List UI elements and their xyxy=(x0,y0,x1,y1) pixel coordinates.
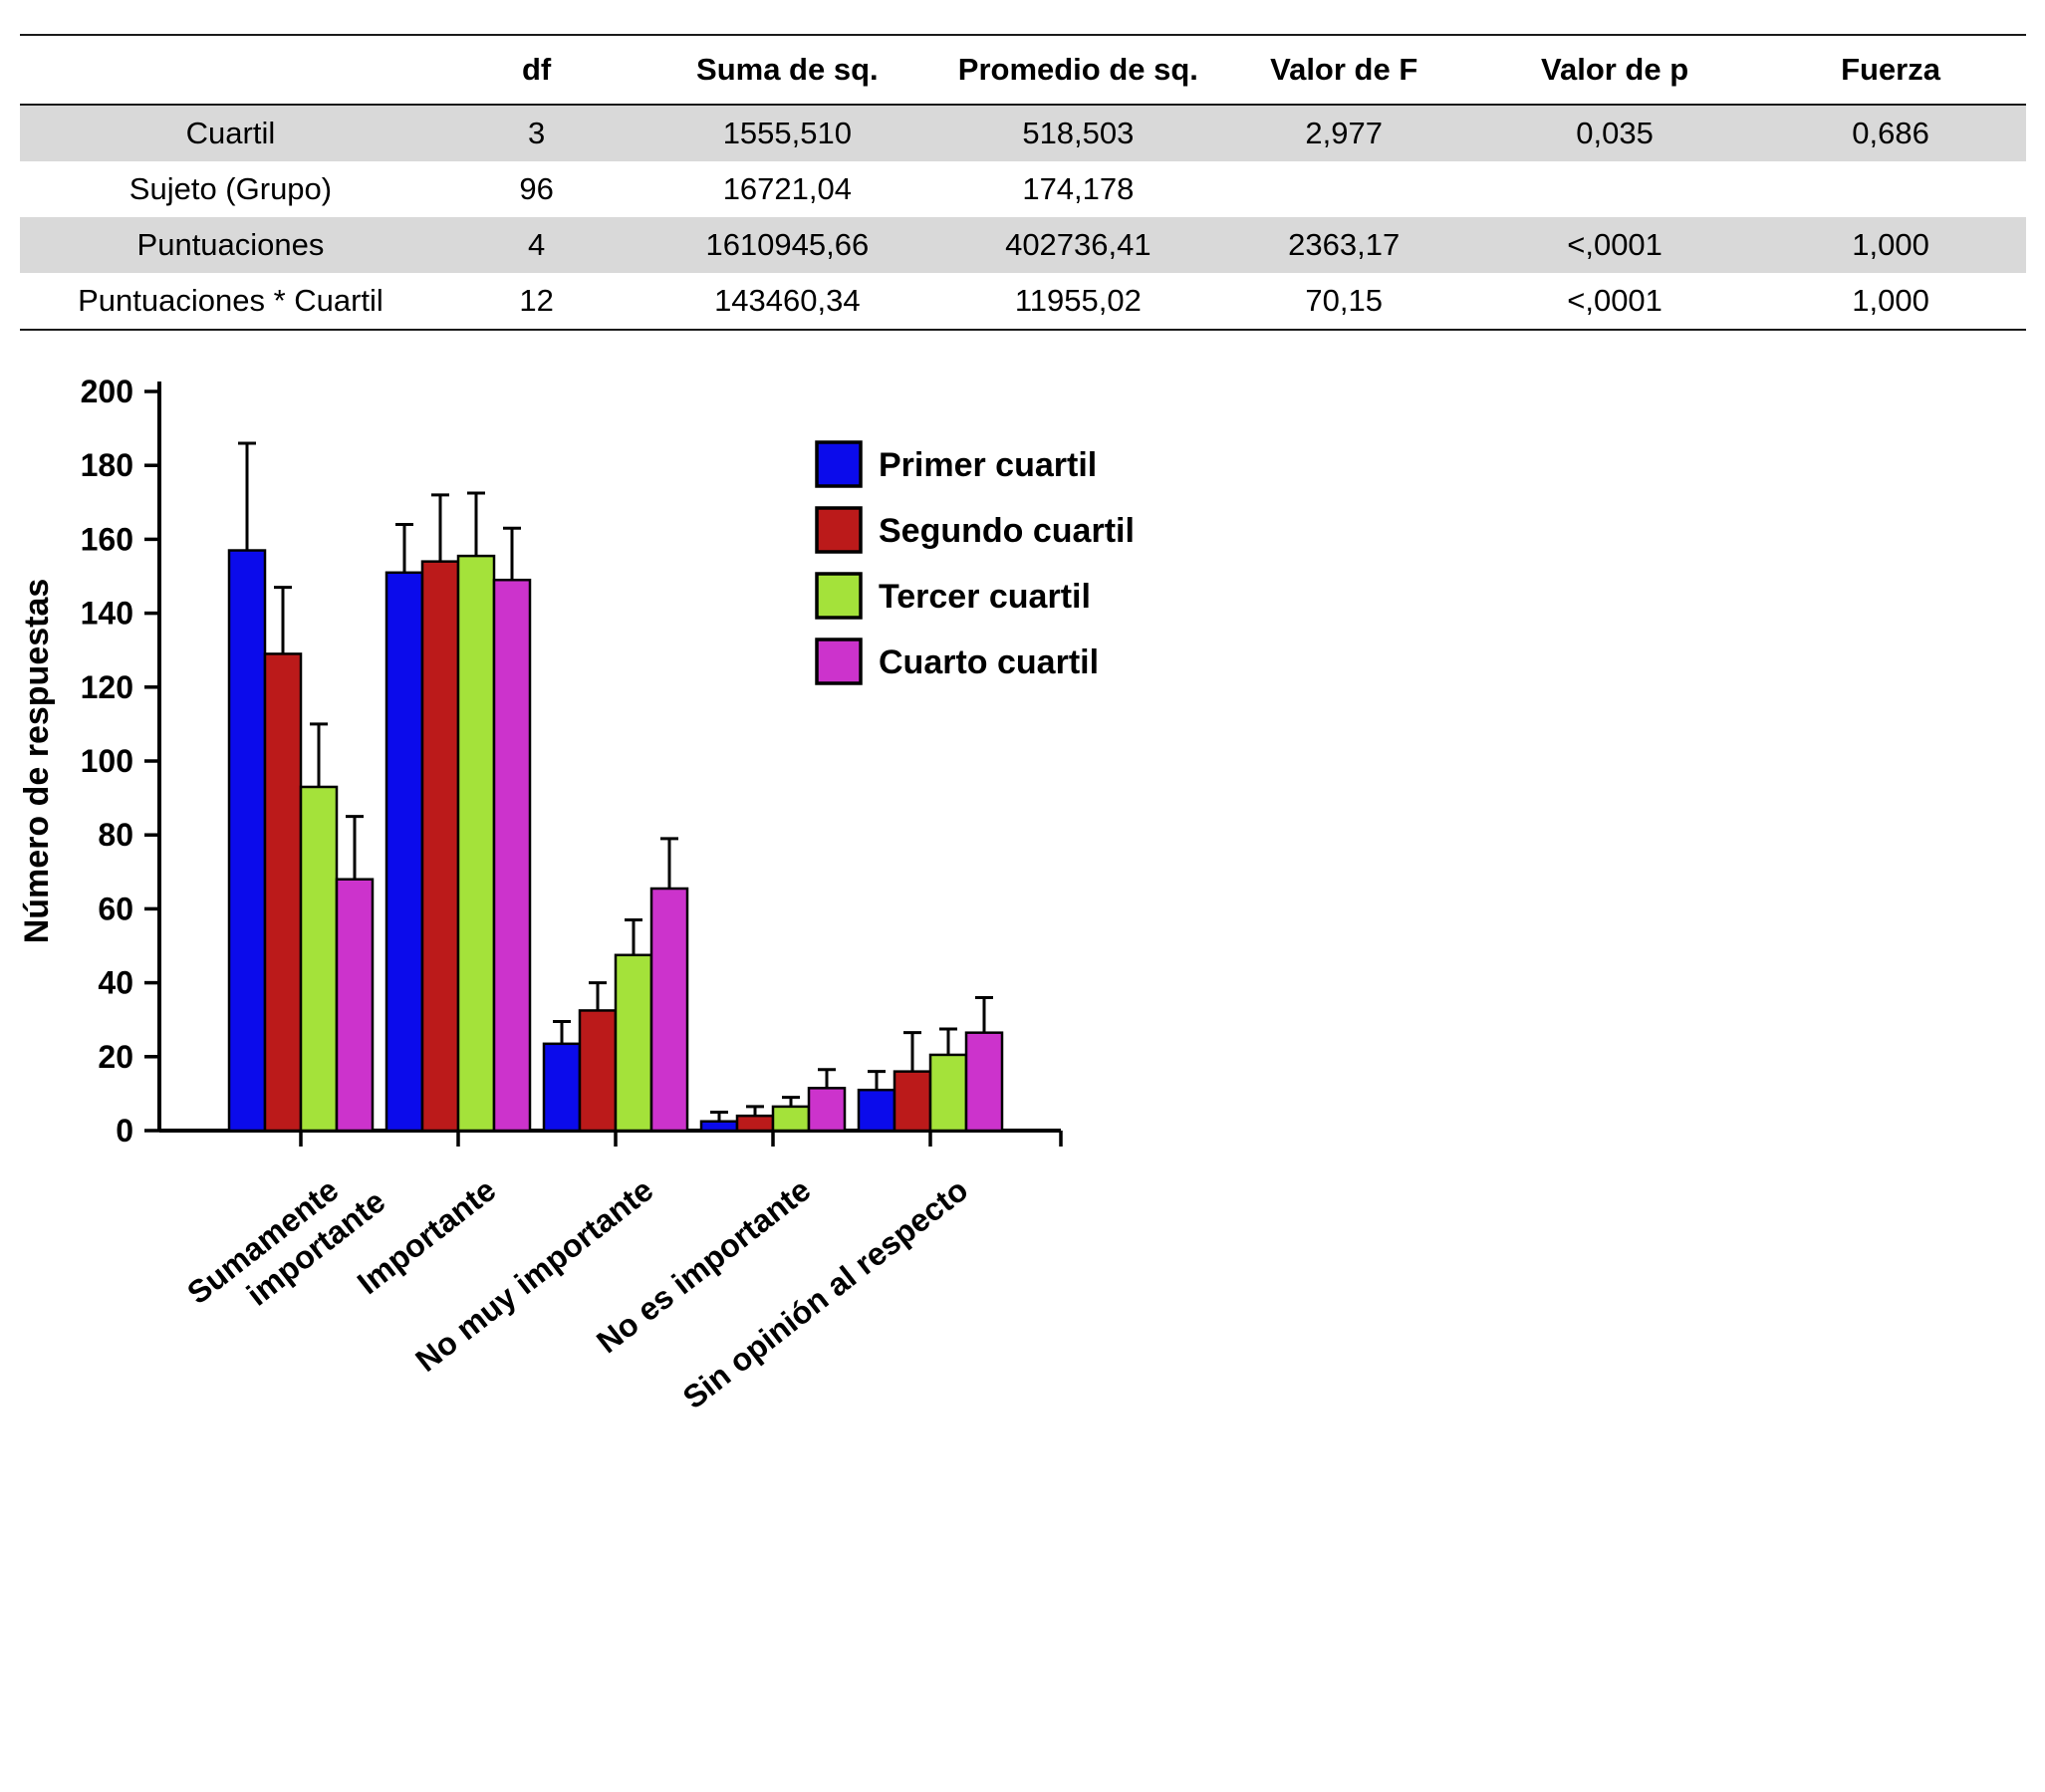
table-cell: 3 xyxy=(527,116,546,150)
table-cell: 4 xyxy=(527,227,546,262)
column-header: Promedio de sq. xyxy=(957,52,1198,87)
y-tick-label: 0 xyxy=(116,1113,133,1149)
bar xyxy=(807,1087,847,1133)
x-category-label: Sumamenteimportante xyxy=(180,1153,391,1341)
bar xyxy=(735,1114,775,1133)
bar xyxy=(420,560,460,1133)
bar xyxy=(928,1053,968,1133)
anova-table: df Suma de sq. Promedio de sq. Valor de F Va… xyxy=(20,34,2026,331)
y-axis-label: Número de respuestas xyxy=(20,579,56,944)
y-tick-label: 140 xyxy=(81,596,133,632)
legend-label: Primer cuartil xyxy=(879,446,1097,484)
legend-label: Segundo cuartil xyxy=(879,512,1135,550)
table-row: Puntuaciones * Cuartil 12 143460,34 11955,0… xyxy=(20,273,2026,330)
table-cell: 1,000 xyxy=(1852,227,1929,262)
legend-swatch xyxy=(815,506,863,554)
y-tick-label: 160 xyxy=(81,521,133,557)
row-label: Sujeto (Grupo) xyxy=(128,171,333,206)
y-tick-label: 20 xyxy=(98,1039,133,1075)
legend-label: Cuarto cuartil xyxy=(879,643,1099,681)
bar xyxy=(857,1088,896,1133)
table-cell: 12 xyxy=(519,283,554,318)
legend-swatch xyxy=(815,638,863,685)
table-cell: 518,503 xyxy=(1022,116,1135,150)
y-tick-label: 60 xyxy=(98,891,133,926)
bar xyxy=(699,1120,739,1133)
legend-swatch xyxy=(815,572,863,620)
y-tick-label: 80 xyxy=(98,817,133,853)
table-cell: 16721,04 xyxy=(722,171,852,206)
table-cell: 402736,41 xyxy=(1005,227,1151,262)
table-cell xyxy=(1213,161,1474,217)
table-cell xyxy=(1474,161,1755,217)
y-tick-label: 100 xyxy=(81,743,133,779)
table-cell: <,0001 xyxy=(1567,283,1662,318)
table-cell: 11955,02 xyxy=(1014,283,1142,318)
column-header: Valor de F xyxy=(1270,52,1418,87)
table-cell: 96 xyxy=(519,171,554,206)
bar xyxy=(384,571,424,1133)
legend-swatch xyxy=(815,440,863,488)
table-cell: 70,15 xyxy=(1305,283,1383,318)
table-cell: 2363,17 xyxy=(1288,227,1401,262)
column-header xyxy=(20,35,441,105)
bar xyxy=(893,1070,932,1133)
table-cell xyxy=(1755,161,2026,217)
bar xyxy=(649,887,689,1133)
column-header: Fuerza xyxy=(1841,52,1940,87)
bar xyxy=(335,878,375,1133)
table-cell: 0,035 xyxy=(1576,116,1654,150)
bar xyxy=(542,1042,582,1133)
bar xyxy=(299,785,339,1133)
row-label: Cuartil xyxy=(185,116,276,150)
column-header: Valor de p xyxy=(1541,52,1689,87)
table-cell: 1610945,66 xyxy=(705,227,870,262)
bar xyxy=(263,652,303,1133)
bar xyxy=(578,1009,618,1133)
row-label: Puntuaciones * Cuartil xyxy=(78,283,383,318)
bar xyxy=(614,953,653,1133)
table-cell: 143460,34 xyxy=(714,283,861,318)
column-header: df xyxy=(521,52,552,87)
bar xyxy=(771,1105,811,1133)
anova-table-header-row: df Suma de sq. Promedio de sq. Valor de F Va… xyxy=(20,35,2026,105)
bar xyxy=(964,1031,1004,1133)
legend-label: Tercer cuartil xyxy=(879,578,1091,616)
y-tick-label: 40 xyxy=(98,965,133,1001)
y-tick-label: 120 xyxy=(81,669,133,705)
table-cell: 1555,510 xyxy=(722,116,852,150)
table-row: Puntuaciones 4 1610945,66 402736,41 2363,17 <… xyxy=(20,217,2026,273)
bar-chart: 0 20 40 60 80 100 120 140 160 180 200 Número de res… xyxy=(18,339,1574,1792)
table-row: Sujeto (Grupo) 96 16721,04 174,178 xyxy=(20,161,2026,217)
x-category-label: Sin opinión al respecto xyxy=(676,1171,975,1415)
y-tick-label: 180 xyxy=(81,447,133,483)
table-cell: 1,000 xyxy=(1852,283,1929,318)
anova-table-body: Cuartil 3 1555,510 518,503 2,977 0,035 0,686 Su… xyxy=(20,105,2026,330)
bar xyxy=(492,578,532,1133)
bar xyxy=(456,554,496,1133)
table-cell: 0,686 xyxy=(1852,116,1929,150)
bar xyxy=(227,549,267,1133)
table-row: Cuartil 3 1555,510 518,503 2,977 0,035 0,686 xyxy=(20,105,2026,161)
table-cell: <,0001 xyxy=(1567,227,1662,262)
column-header: Suma de sq. xyxy=(696,52,879,87)
row-label: Puntuaciones xyxy=(136,227,325,262)
y-tick-label: 200 xyxy=(81,374,133,409)
chart-canvas: 0 20 40 60 80 100 120 140 160 180 200 Número de res… xyxy=(18,374,1135,1415)
table-cell: 2,977 xyxy=(1305,116,1383,150)
table-cell: 174,178 xyxy=(1022,171,1135,206)
